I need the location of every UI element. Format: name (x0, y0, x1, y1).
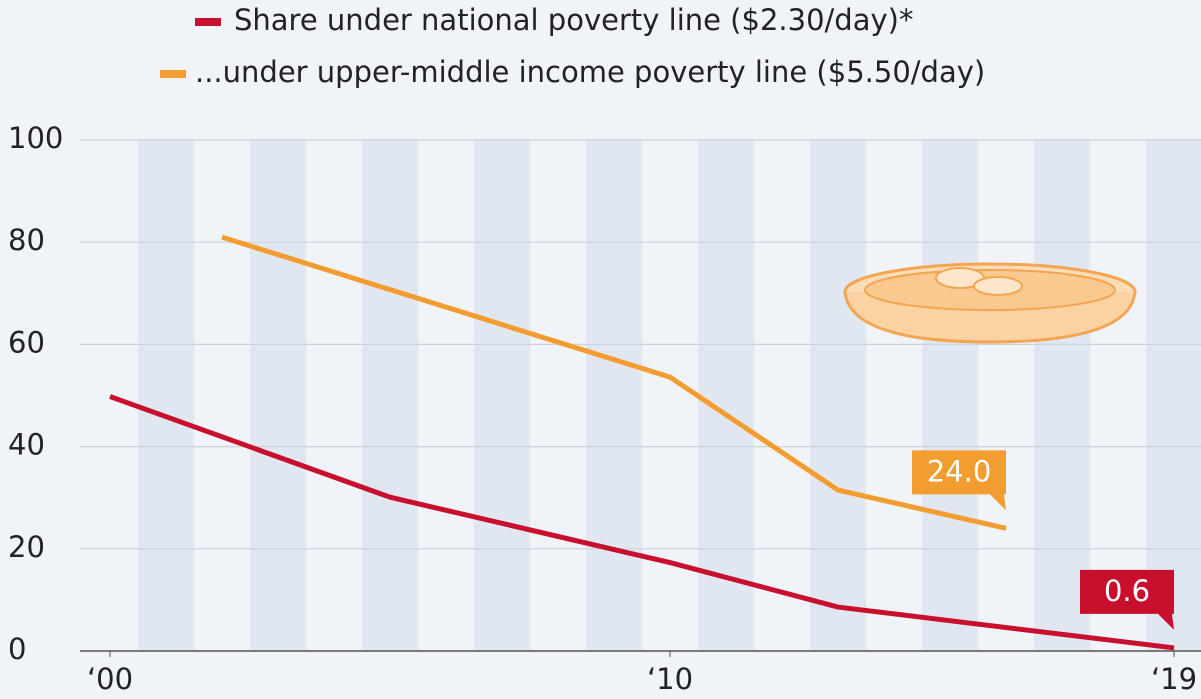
legend-label: ...under upper-middle income poverty lin… (195, 55, 985, 89)
year-band (362, 140, 418, 651)
y-tick-label: 60 (8, 325, 45, 359)
year-band (586, 140, 642, 651)
legend-swatch (195, 18, 221, 26)
legend-label: Share under national poverty line ($2.30… (234, 3, 913, 37)
year-band (810, 140, 866, 651)
x-tick-label: ‘19 (1151, 662, 1197, 696)
y-tick-label: 100 (8, 121, 63, 155)
y-tick-label: 20 (8, 530, 45, 564)
x-tick-label: ‘10 (647, 662, 693, 696)
y-tick-label: 80 (8, 223, 45, 257)
year-band (138, 140, 194, 651)
value-label: 24.0 (927, 454, 992, 488)
year-band (922, 140, 978, 651)
y-tick-label: 0 (8, 632, 26, 666)
year-band (250, 140, 306, 651)
dish-icon (845, 264, 1135, 342)
value-label: 0.6 (1104, 574, 1150, 608)
legend-swatch (160, 70, 186, 78)
year-band (474, 140, 530, 651)
chart: 0 20 40 60 80 100 ‘00 ‘10 ‘19 0.6 24.0 Share unde… (0, 0, 1201, 699)
y-tick-label: 40 (8, 428, 45, 462)
x-tick-label: ‘00 (87, 662, 133, 696)
